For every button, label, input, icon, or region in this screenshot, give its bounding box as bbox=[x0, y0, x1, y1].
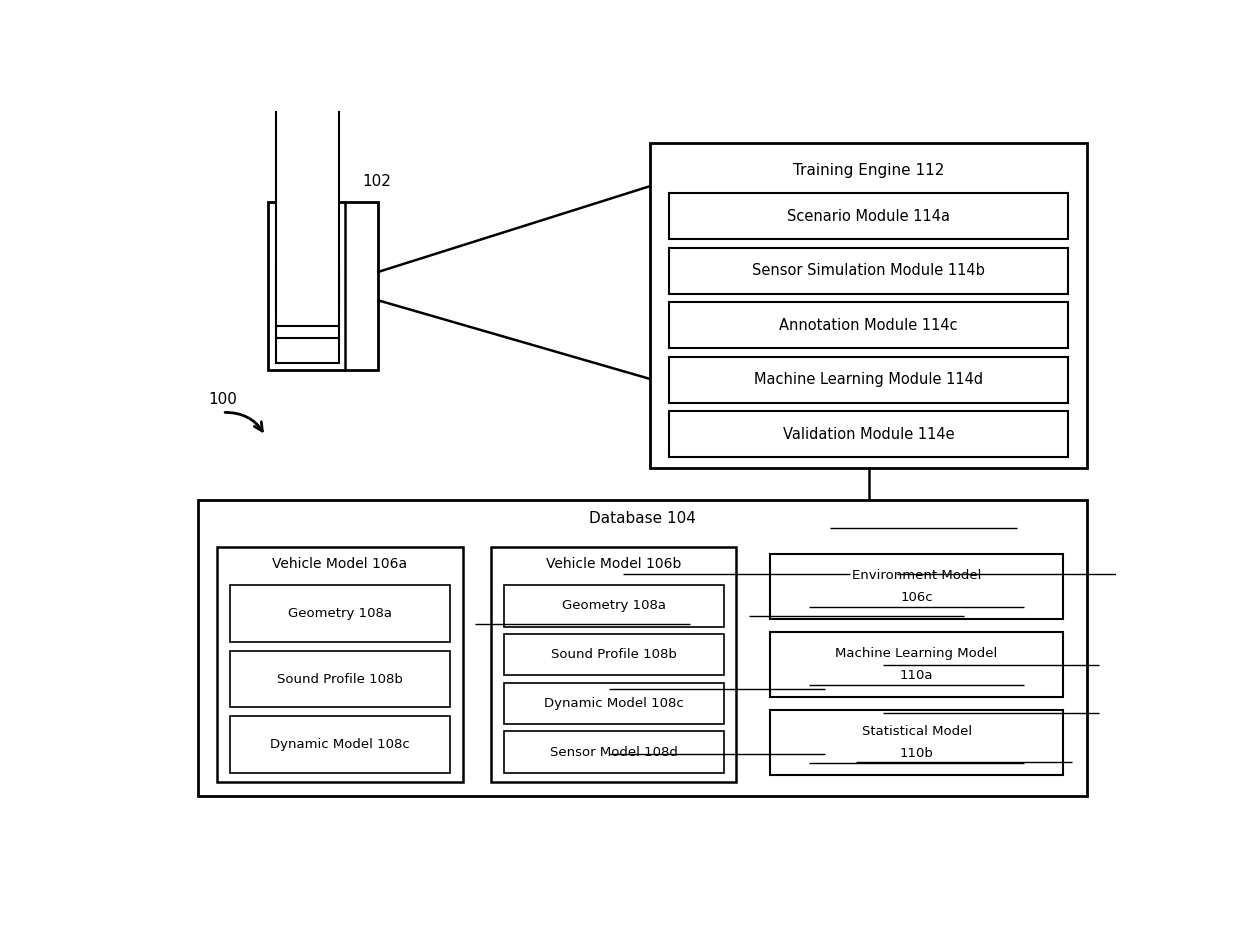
Text: Sensor Model 108d: Sensor Model 108d bbox=[551, 745, 678, 758]
FancyBboxPatch shape bbox=[229, 585, 450, 642]
FancyBboxPatch shape bbox=[670, 412, 1068, 457]
FancyBboxPatch shape bbox=[670, 248, 1068, 294]
Text: Sound Profile 108b: Sound Profile 108b bbox=[277, 673, 403, 686]
Text: Environment Model: Environment Model bbox=[852, 569, 981, 582]
FancyBboxPatch shape bbox=[670, 302, 1068, 349]
FancyBboxPatch shape bbox=[491, 547, 737, 782]
FancyBboxPatch shape bbox=[670, 194, 1068, 239]
FancyBboxPatch shape bbox=[278, 227, 293, 238]
Text: Database 104: Database 104 bbox=[589, 511, 696, 526]
Text: Machine Learning Module 114d: Machine Learning Module 114d bbox=[754, 373, 983, 387]
Text: 110b: 110b bbox=[900, 746, 934, 759]
FancyBboxPatch shape bbox=[670, 357, 1068, 403]
Text: 110a: 110a bbox=[900, 668, 934, 681]
Text: Vehicle Model 106a: Vehicle Model 106a bbox=[273, 557, 408, 571]
Text: Machine Learning Model: Machine Learning Model bbox=[836, 647, 998, 660]
FancyBboxPatch shape bbox=[229, 651, 450, 707]
FancyBboxPatch shape bbox=[278, 244, 293, 255]
FancyBboxPatch shape bbox=[275, 0, 339, 362]
Text: Geometry 108a: Geometry 108a bbox=[562, 600, 666, 613]
FancyBboxPatch shape bbox=[278, 210, 293, 222]
Text: Vehicle Model 106b: Vehicle Model 106b bbox=[546, 557, 682, 571]
FancyBboxPatch shape bbox=[650, 144, 1087, 468]
Text: Scenario Module 114a: Scenario Module 114a bbox=[787, 209, 950, 223]
Text: 100: 100 bbox=[208, 392, 237, 408]
FancyBboxPatch shape bbox=[770, 710, 1063, 775]
FancyBboxPatch shape bbox=[268, 202, 378, 370]
FancyBboxPatch shape bbox=[770, 553, 1063, 619]
Text: Sound Profile 108b: Sound Profile 108b bbox=[551, 648, 677, 661]
Text: Annotation Module 114c: Annotation Module 114c bbox=[779, 318, 957, 333]
Text: Geometry 108a: Geometry 108a bbox=[288, 607, 392, 620]
FancyBboxPatch shape bbox=[503, 682, 724, 724]
Text: 106c: 106c bbox=[900, 590, 932, 603]
Text: Training Engine 112: Training Engine 112 bbox=[792, 163, 944, 178]
FancyBboxPatch shape bbox=[300, 210, 315, 222]
FancyBboxPatch shape bbox=[300, 227, 315, 238]
FancyBboxPatch shape bbox=[503, 585, 724, 627]
Text: 102: 102 bbox=[362, 174, 391, 189]
FancyBboxPatch shape bbox=[229, 716, 450, 773]
FancyBboxPatch shape bbox=[198, 501, 1087, 796]
Text: Statistical Model: Statistical Model bbox=[862, 725, 972, 738]
FancyBboxPatch shape bbox=[217, 547, 463, 782]
Text: Dynamic Model 108c: Dynamic Model 108c bbox=[270, 738, 410, 751]
FancyBboxPatch shape bbox=[503, 634, 724, 676]
Text: Validation Module 114e: Validation Module 114e bbox=[782, 427, 955, 442]
Text: Dynamic Model 108c: Dynamic Model 108c bbox=[544, 697, 683, 710]
FancyBboxPatch shape bbox=[503, 731, 724, 773]
FancyBboxPatch shape bbox=[275, 266, 339, 311]
FancyBboxPatch shape bbox=[770, 632, 1063, 697]
Text: Sensor Simulation Module 114b: Sensor Simulation Module 114b bbox=[753, 263, 985, 278]
FancyBboxPatch shape bbox=[300, 244, 315, 255]
